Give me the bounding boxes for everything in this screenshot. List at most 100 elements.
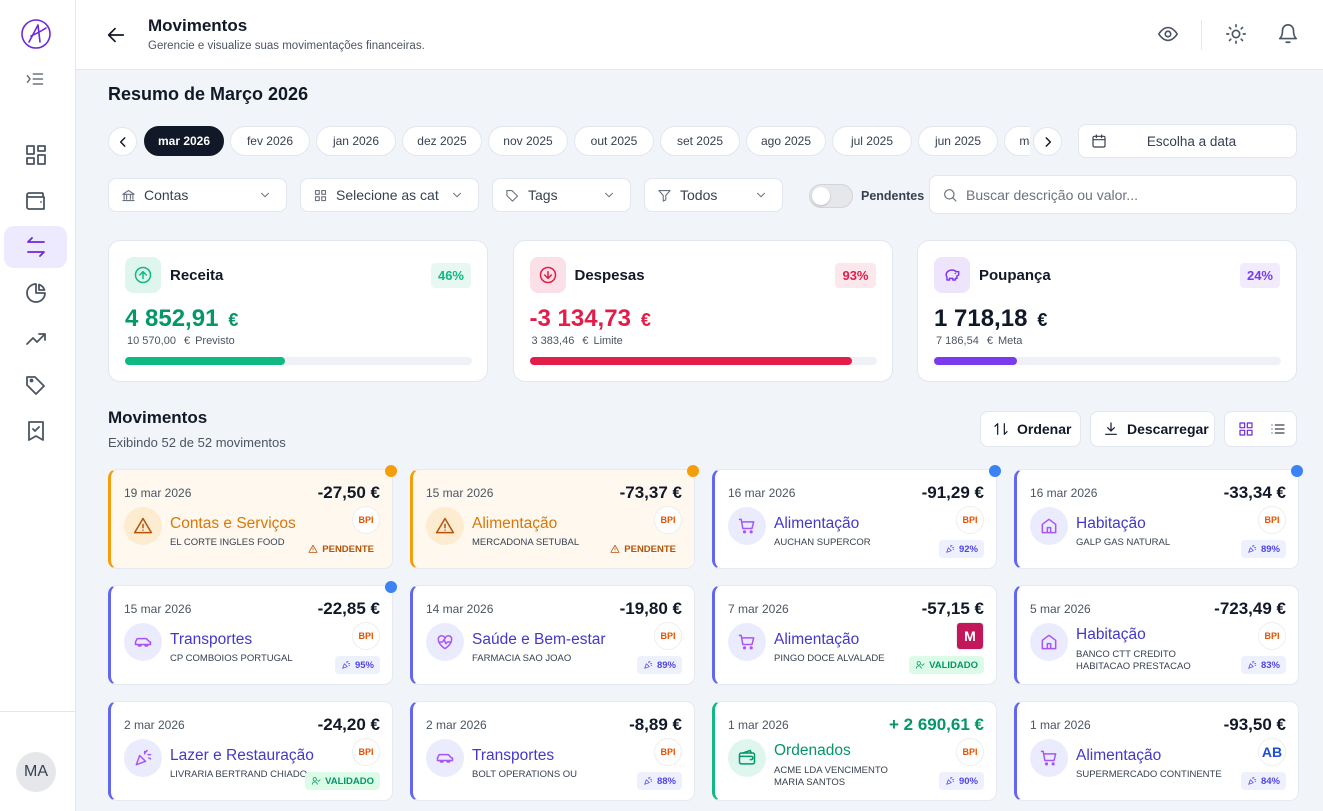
category-glyph-path (1041, 634, 1057, 650)
status-icon-path (644, 776, 653, 785)
card-title: Poupança (979, 267, 1051, 284)
nav-reports[interactable] (24, 281, 48, 305)
category-glyph-path (1040, 750, 1057, 762)
category-icon (124, 507, 162, 545)
summary-card: Receita 46% 4 852,91 €10 570,00 € Previsto (108, 240, 488, 382)
status-label: 95% (354, 659, 374, 671)
filter-icon (658, 189, 671, 202)
month-chip[interactable]: dez 2025 (402, 126, 482, 156)
status-label: 83% (1260, 659, 1280, 671)
month-chip[interactable]: mar 2026 (144, 126, 224, 156)
month-chip[interactable]: ago 2025 (746, 126, 826, 156)
filter-accounts[interactable]: Contas (108, 178, 287, 212)
bank-logo: BPI (956, 738, 984, 766)
filter-type[interactable]: Todos (644, 178, 783, 212)
category-glyph-path (749, 530, 753, 534)
theme-toggle[interactable] (1225, 23, 1247, 45)
movement-date: 1 mar 2026 (1030, 718, 1091, 732)
page-subtitle: Gerencie e visualize suas movimentações … (148, 40, 425, 52)
category-glyph-path (134, 637, 152, 647)
card-amount: 4 852,91 (125, 305, 219, 332)
status-icon (1248, 660, 1257, 669)
movement-merchant: CP COMBOIOS PORTUGAL (170, 653, 293, 664)
pending-toggle[interactable] (809, 184, 853, 208)
avatar[interactable]: MA (16, 752, 56, 792)
category-glyph (1040, 750, 1057, 766)
search-box[interactable]: Buscar descrição ou valor... (929, 175, 1297, 214)
list-view[interactable] (1270, 421, 1286, 437)
month-chip[interactable]: jan 2026 (316, 126, 396, 156)
category-icon (728, 623, 766, 661)
status-icon-path (312, 777, 317, 782)
download-icon (1105, 422, 1117, 435)
month-chip[interactable]: set 2025 (660, 126, 740, 156)
status-icon (1248, 544, 1257, 553)
movement-card[interactable]: 1 mar 2026 + 2 690,61 € BPI Ordenados ACME L… (712, 701, 997, 801)
grid-view[interactable] (1238, 421, 1254, 437)
month-chip[interactable]: mai 2025 (1004, 126, 1030, 156)
movement-card[interactable]: 19 mar 2026 -27,50 € BPI Contas e Serviços E… (108, 465, 397, 569)
status-icon-path (1248, 776, 1257, 785)
progress-bar (934, 357, 1018, 365)
movement-card[interactable]: 16 mar 2026 -91,29 € BPI Alimentação AUCHAN … (712, 465, 1001, 569)
category-glyph-path (1051, 762, 1055, 766)
page-title: Movimentos (148, 16, 248, 35)
visibility-toggle[interactable] (1157, 23, 1179, 45)
card-title: Despesas (574, 267, 645, 284)
nav-tasks[interactable] (24, 419, 48, 443)
date-picker[interactable]: Escolha a data (1078, 124, 1297, 158)
movement-date: 19 mar 2026 (124, 486, 192, 500)
movement-category: Saúde e Bem-estar (472, 631, 606, 648)
movement-category: Habitação (1076, 515, 1146, 532)
movement-card[interactable]: 5 mar 2026 -723,49 € BPI Habitação BANCO CTT… (1014, 585, 1299, 685)
prev-month[interactable] (108, 127, 137, 156)
sort-button[interactable]: Ordenar (980, 411, 1081, 447)
category-glyph-path (742, 646, 747, 650)
month-chip[interactable]: jul 2025 (832, 126, 912, 156)
movement-amount: -91,29 € (921, 483, 984, 502)
month-chip[interactable]: jun 2025 (918, 126, 998, 156)
movement-merchant: ACME LDA VENCIMENTO MARIA SANTOS (774, 765, 888, 788)
category-glyph-path (437, 634, 453, 650)
filter-icon-path (314, 189, 320, 195)
status-label: 88% (656, 775, 676, 787)
movement-category: Transportes (472, 747, 555, 764)
bank-logo: M (956, 622, 984, 650)
movement-card[interactable]: 1 mar 2026 -93,50 € AB Alimentação SUPERMERC… (1014, 701, 1299, 801)
status-dot (989, 465, 1001, 477)
card-currency: € (228, 310, 239, 330)
status-dot (385, 465, 397, 477)
collapse-icon[interactable] (24, 69, 46, 89)
status-icon (308, 544, 318, 553)
month-chip[interactable]: fev 2026 (230, 126, 310, 156)
download-button[interactable]: Descarregar (1090, 411, 1215, 447)
status-label: 89% (1260, 543, 1280, 555)
logo[interactable] (20, 18, 52, 50)
movement-card[interactable]: 2 mar 2026 -24,20 € BPI Lazer e Restauração… (108, 701, 393, 801)
movement-card[interactable]: 15 mar 2026 -22,85 € BPI Transportes CP COMB… (108, 581, 397, 685)
filter-label: Todos (680, 187, 718, 203)
filter-icon (314, 189, 327, 201)
month-chip[interactable]: nov 2025 (488, 126, 568, 156)
back-button[interactable] (105, 24, 127, 46)
movement-card[interactable]: 2 mar 2026 -8,89 € BPI Transportes BOLT OPER… (410, 701, 695, 801)
movement-card[interactable]: 7 mar 2026 -57,15 € M Alimentação PINGO DOCE… (712, 585, 997, 685)
nav-wallet[interactable] (24, 189, 48, 213)
nav-trends[interactable] (24, 327, 48, 351)
next-month[interactable] (1033, 127, 1062, 156)
movement-card[interactable]: 14 mar 2026 -19,80 € BPI Saúde e Bem-estar F… (410, 585, 695, 685)
filter-categories[interactable]: Selecione as cat (300, 178, 479, 212)
filter-tags[interactable]: Tags (492, 178, 631, 212)
nav-tags[interactable] (24, 373, 48, 397)
card-sub-label: Meta (997, 335, 1023, 347)
movement-card[interactable]: 16 mar 2026 -33,34 € BPI Habitação GALP GAS … (1014, 465, 1303, 569)
progress-bar (125, 357, 285, 365)
nav-movements[interactable] (24, 235, 48, 259)
month-chip[interactable]: out 2025 (574, 126, 654, 156)
movement-date: 2 mar 2026 (426, 718, 487, 732)
notifications[interactable] (1277, 23, 1299, 45)
nav-dashboard[interactable] (24, 143, 48, 167)
movement-merchant: EL CORTE INGLES FOOD (170, 537, 285, 548)
movement-card[interactable]: 15 mar 2026 -73,37 € BPI Alimentação MERCADO… (410, 465, 699, 569)
